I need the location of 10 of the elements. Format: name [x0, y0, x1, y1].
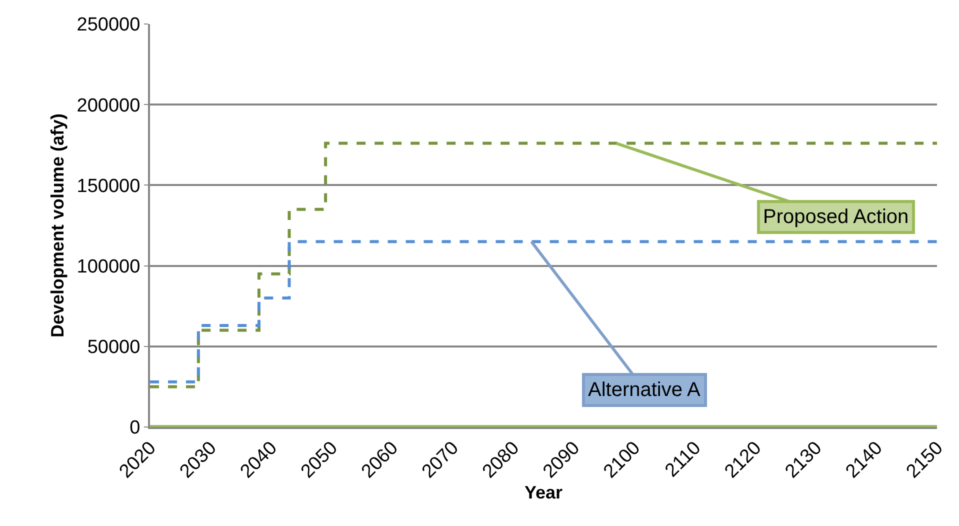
annotation: Proposed Action [763, 206, 909, 228]
y-tick-label: 250000 [76, 14, 140, 36]
y-tick-label: 50000 [87, 337, 140, 358]
y-tick-label: 100000 [76, 256, 140, 278]
x-axis-title: Year [524, 482, 563, 502]
annotation: Alternative A [588, 379, 701, 401]
y-axis-title: Development volume (afy) [47, 113, 68, 338]
y-tick-label: 0 [130, 418, 140, 439]
y-tick-label: 150000 [76, 176, 140, 197]
y-tick-label: 200000 [76, 95, 140, 116]
